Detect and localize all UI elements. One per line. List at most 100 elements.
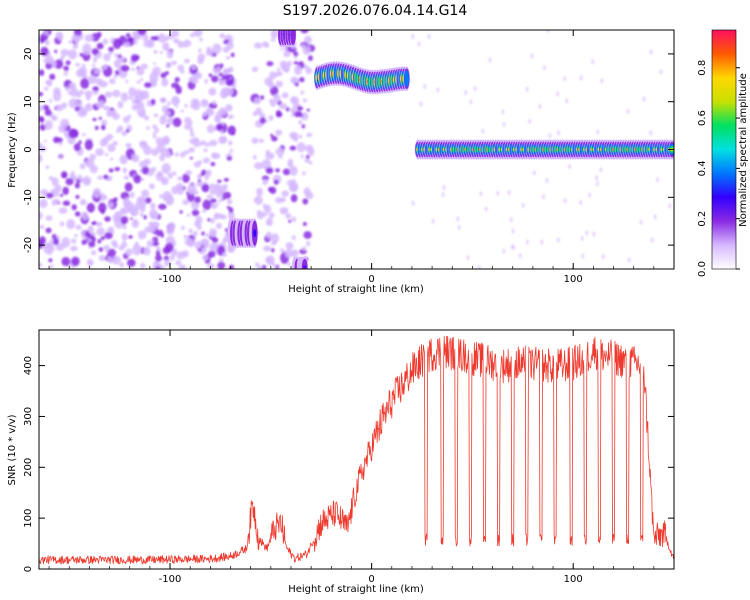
spectrogram-noise-cell bbox=[232, 84, 237, 89]
spectrogram-noise-cell bbox=[175, 105, 179, 108]
spectrogram-noise-cell bbox=[39, 188, 49, 196]
snr-x-ticks: -100 0 100 bbox=[48, 330, 675, 585]
spectrogram-noise-cell bbox=[185, 169, 192, 176]
spectrogram-noise-cell bbox=[121, 131, 128, 136]
spectrogram-streak-cell bbox=[563, 76, 566, 82]
spectrogram-streak-cell bbox=[592, 231, 596, 237]
spectrogram-noise-cell bbox=[270, 233, 280, 244]
spectrogram-feature-top-edge-blob bbox=[277, 30, 297, 48]
spectrogram-noise-cell bbox=[39, 224, 45, 230]
spectrogram-streak-cell bbox=[631, 223, 635, 229]
spectrogram-noise-cell bbox=[76, 99, 81, 106]
spectrogram-noise-cell bbox=[134, 201, 142, 210]
spectrogram-noise-cell bbox=[122, 42, 131, 48]
spectrogram-noise-cell bbox=[285, 107, 290, 112]
spectrogram-noise-cell bbox=[112, 242, 119, 249]
spectrogram-x-label: Height of straight line (km) bbox=[288, 284, 424, 295]
spectrogram-features bbox=[227, 30, 674, 269]
spectrogram-noise-cell bbox=[298, 77, 305, 83]
snr-frame bbox=[38, 329, 675, 570]
spectrogram-noise-cell bbox=[110, 107, 114, 111]
spectrogram-noise-cell bbox=[117, 125, 124, 132]
spectrogram-noise-cell bbox=[201, 184, 210, 193]
spectrogram-noise-cell bbox=[283, 45, 289, 51]
spectrogram-noise-cell bbox=[223, 177, 229, 182]
spectrogram-noise-cell bbox=[308, 55, 313, 62]
spectrogram-noise-cell bbox=[133, 174, 142, 184]
spectrogram-noise-cell bbox=[197, 160, 203, 165]
spectrogram-noise-cell bbox=[197, 48, 202, 53]
spectrogram-noise-cell bbox=[205, 169, 212, 177]
spectrogram-noise-cell bbox=[205, 142, 210, 147]
spectrogram-noise-cell bbox=[254, 262, 260, 267]
spectrogram-noise-cell bbox=[125, 142, 132, 149]
spectrogram-streak-cell bbox=[601, 108, 605, 114]
spectrogram-noise-cell bbox=[49, 73, 56, 81]
spectrogram-noise-cell bbox=[92, 117, 97, 122]
spectrogram-streak-cell bbox=[612, 169, 616, 175]
spectrogram-noise-cell bbox=[188, 228, 193, 234]
colorbar-label: Normalized spectral amplitude bbox=[738, 73, 749, 227]
spectrogram-noise-cell bbox=[52, 198, 61, 205]
spectrogram-noise-cell bbox=[215, 123, 223, 131]
snr-x-tick-label: 100 bbox=[564, 574, 583, 585]
spectrogram-noise-cell bbox=[214, 185, 221, 192]
spectrogram-streak-cell bbox=[599, 162, 602, 168]
spectrogram-streak-cell bbox=[664, 198, 667, 204]
spectrogram-noise-cell bbox=[70, 238, 77, 244]
spectrogram-noise-cell bbox=[171, 171, 177, 176]
spectrogram-noise bbox=[39, 30, 672, 269]
spectrogram-noise-cell bbox=[81, 211, 89, 220]
spectrogram-streak-cell bbox=[653, 214, 657, 220]
spectrogram-noise-cell bbox=[174, 76, 180, 83]
spectrogram-noise-cell bbox=[86, 258, 94, 266]
spectrogram-streak-cell bbox=[481, 128, 485, 134]
spectrogram-noise-cell bbox=[278, 103, 288, 110]
spectrogram-noise-cell bbox=[39, 124, 47, 131]
spectrogram-noise-cell bbox=[68, 128, 78, 139]
spectrogram-noise-cell bbox=[252, 111, 258, 116]
spectrogram-noise-cell bbox=[144, 226, 153, 233]
spectrogram-noise-cell bbox=[307, 147, 315, 157]
spectrogram-streak-cell bbox=[606, 162, 609, 168]
spectrogram-y-tick-label: 0 bbox=[23, 146, 34, 152]
spectrogram-noise-cell bbox=[100, 236, 105, 241]
spectrogram-noise-cell bbox=[169, 254, 175, 261]
spectrogram-noise-cell bbox=[195, 215, 203, 225]
spectrogram-streak-cell bbox=[496, 190, 500, 196]
spectrogram-noise-cell bbox=[84, 104, 90, 109]
spectrogram-noise-cell bbox=[136, 196, 146, 204]
spectrogram-noise-cell bbox=[197, 248, 202, 252]
spectrogram-noise-cell bbox=[39, 105, 44, 112]
spectrogram-streak-cell bbox=[579, 200, 582, 206]
spectrogram-noise-cell bbox=[301, 124, 306, 129]
spectrogram-noise-cell bbox=[289, 107, 297, 114]
spectrogram-noise-cell bbox=[120, 208, 127, 213]
spectrogram-streak-cell bbox=[478, 265, 481, 269]
spectrogram-noise-cell bbox=[172, 117, 182, 128]
spectrogram-streak-cell bbox=[416, 31, 420, 37]
spectrogram-noise-cell bbox=[112, 113, 120, 120]
spectrogram-noise-cell bbox=[221, 73, 231, 81]
spectrogram-streak-cell bbox=[596, 181, 599, 187]
spectrogram-noise-cell bbox=[266, 61, 274, 67]
spectrogram-streak-cell bbox=[557, 130, 560, 136]
spectrogram-noise-cell bbox=[155, 266, 161, 269]
spectrogram-noise-cell bbox=[193, 140, 202, 148]
spectrogram-streak-cell bbox=[488, 57, 492, 63]
spectrogram-streak-cell bbox=[566, 262, 570, 268]
spectrogram-noise-cell bbox=[69, 172, 76, 180]
spectrogram-noise-cell bbox=[262, 212, 268, 217]
spectrogram-noise-cell bbox=[258, 138, 265, 143]
spectrogram-noise-cell bbox=[259, 117, 266, 124]
spectrogram-streak-cell bbox=[659, 69, 663, 75]
spectrogram-noise-cell bbox=[136, 101, 145, 108]
spectrogram-noise-cell bbox=[71, 256, 80, 267]
spectrogram-noise-cell bbox=[111, 255, 121, 265]
spectrogram-noise-cell bbox=[108, 46, 114, 53]
spectrogram-noise-cell bbox=[97, 175, 103, 180]
spectrogram-noise-cell bbox=[79, 198, 87, 206]
spectrogram-y-tick-label: 20 bbox=[23, 48, 34, 61]
spectrogram-noise-cell bbox=[306, 132, 313, 138]
spectrogram-noise-cell bbox=[152, 131, 157, 135]
